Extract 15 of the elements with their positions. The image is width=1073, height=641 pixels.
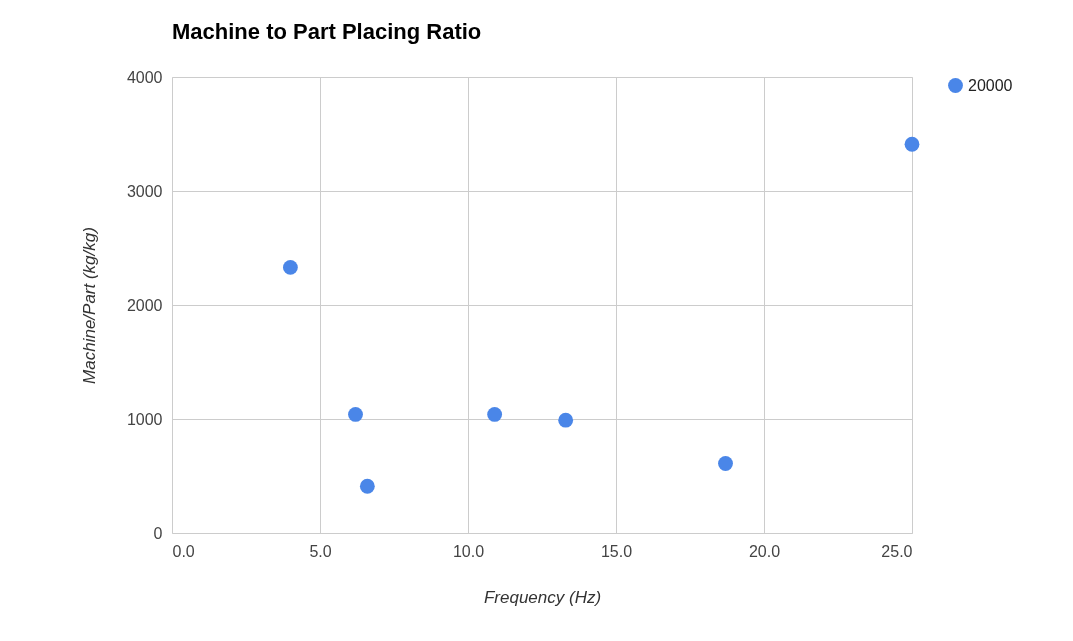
y-tick-label: 2000 <box>126 296 163 314</box>
legend-label: 20000 <box>968 76 1013 94</box>
x-axis-title: Frequency (Hz) <box>483 587 602 607</box>
x-tick-label: 20.0 <box>748 542 781 560</box>
x-tick-label: 15.0 <box>600 542 633 560</box>
y-tick-label: 0 <box>153 524 163 542</box>
y-tick-label: 4000 <box>126 68 163 86</box>
x-tick-label: 5.0 <box>309 542 332 560</box>
y-axis-title: Machine/Part (kg/kg) <box>79 227 99 384</box>
y-tick-label: 1000 <box>126 410 163 428</box>
x-tick-label: 10.0 <box>452 542 485 560</box>
x-tick-label: 0.0 <box>172 542 195 560</box>
x-tick-label: 25.0 <box>881 542 913 560</box>
y-tick-label: 3000 <box>126 182 163 200</box>
chart-title: Machine to Part Placing Ratio <box>172 19 482 44</box>
